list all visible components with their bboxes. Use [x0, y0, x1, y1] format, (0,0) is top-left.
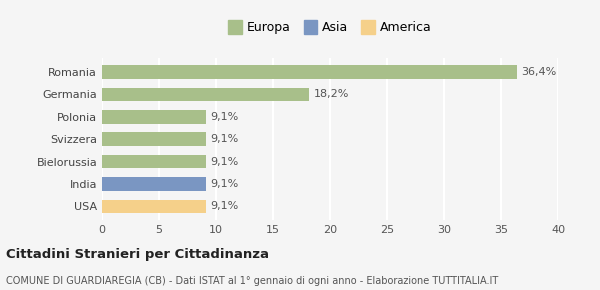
Text: 9,1%: 9,1%	[211, 179, 239, 189]
Text: 9,1%: 9,1%	[211, 134, 239, 144]
Text: 9,1%: 9,1%	[211, 201, 239, 211]
Bar	[102, 110, 206, 124]
Text: 9,1%: 9,1%	[211, 112, 239, 122]
Bar	[102, 65, 517, 79]
Text: 9,1%: 9,1%	[211, 157, 239, 166]
Legend: Europa, Asia, America: Europa, Asia, America	[226, 19, 434, 37]
Bar	[102, 177, 206, 191]
Text: 18,2%: 18,2%	[314, 89, 349, 99]
Bar	[102, 155, 206, 168]
Text: 36,4%: 36,4%	[521, 67, 557, 77]
Text: Cittadini Stranieri per Cittadinanza: Cittadini Stranieri per Cittadinanza	[6, 248, 269, 261]
Bar	[102, 88, 310, 101]
Bar	[102, 200, 206, 213]
Bar	[102, 133, 206, 146]
Text: COMUNE DI GUARDIAREGIA (CB) - Dati ISTAT al 1° gennaio di ogni anno - Elaborazio: COMUNE DI GUARDIAREGIA (CB) - Dati ISTAT…	[6, 276, 498, 286]
